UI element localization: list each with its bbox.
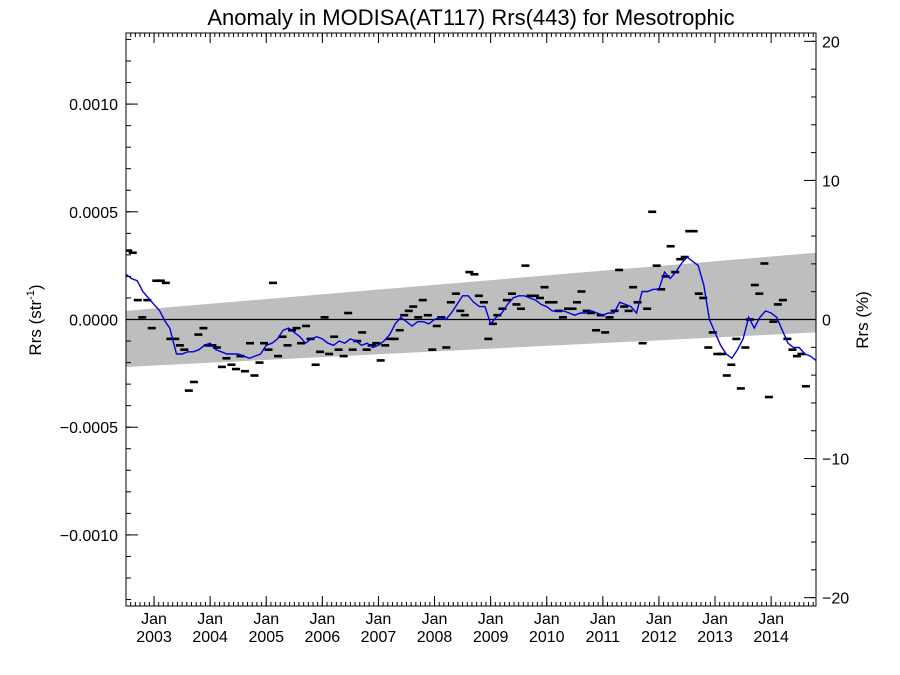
y-left-tick-label: −0.0005 [60,420,118,437]
y-left-tick-label: 0.0000 [69,313,118,330]
x-tick-label-year: 2003 [136,629,172,646]
x-tick-label-year: 2013 [697,629,733,646]
x-tick-label-year: 2012 [641,629,677,646]
x-tick-label-month: Jan [197,611,223,628]
x-tick-label-month: Jan [141,611,167,628]
x-tick-label-month: Jan [422,611,448,628]
y-axis-left-label-sup: -1 [25,290,37,300]
x-tick-label-month: Jan [478,611,504,628]
x-tick-label-year: 2011 [586,629,621,646]
x-tick-label-year: 2014 [753,629,789,646]
y-axis-left-label-base: Rrs (str [26,300,45,356]
y-left-tick-label: 0.0005 [69,205,118,222]
x-tick-label-month: Jan [253,611,279,628]
plot-area [126,210,816,399]
y-right-tick-label: 0 [822,313,831,330]
smoothed-anomaly-line [126,256,816,361]
x-tick-label-month: Jan [758,611,784,628]
x-tick-label-month: Jan [702,611,728,628]
monthly-markers [126,210,810,399]
y-left-tick-label: −0.0010 [60,528,118,545]
x-tick-label-month: Jan [534,611,560,628]
x-tick-label-year: 2007 [361,629,397,646]
x-tick-label-year: 2010 [529,629,565,646]
y-right-tick-label: 10 [822,173,840,190]
y-axis-right-label: Rrs (%) [853,291,872,349]
plot-inner [126,210,816,399]
trend-band [126,252,816,367]
x-tick-label-year: 2004 [192,629,228,646]
y-right-tick-label: 20 [822,34,840,51]
x-tick-label-month: Jan [590,611,616,628]
y-axis-left-label-end: ) [26,284,45,290]
y-right-tick-label: −20 [822,591,849,608]
x-tick-label-month: Jan [366,611,392,628]
y-axis-left-label: Rrs (str-1) [25,284,45,355]
axes: 0.00100.00050.0000−0.0005−0.001020100−10… [60,32,849,646]
x-tick-label-year: 2008 [417,629,453,646]
x-tick-label-month: Jan [309,611,335,628]
chart-title: Anomaly in MODISA(AT117) Rrs(443) for Me… [207,5,734,30]
x-tick-label-year: 2006 [305,629,341,646]
x-tick-label-month: Jan [646,611,672,628]
y-right-tick-label: −10 [822,452,849,469]
x-tick-label-year: 2009 [473,629,509,646]
y-left-tick-label: 0.0010 [69,97,118,114]
x-tick-label-year: 2005 [248,629,284,646]
